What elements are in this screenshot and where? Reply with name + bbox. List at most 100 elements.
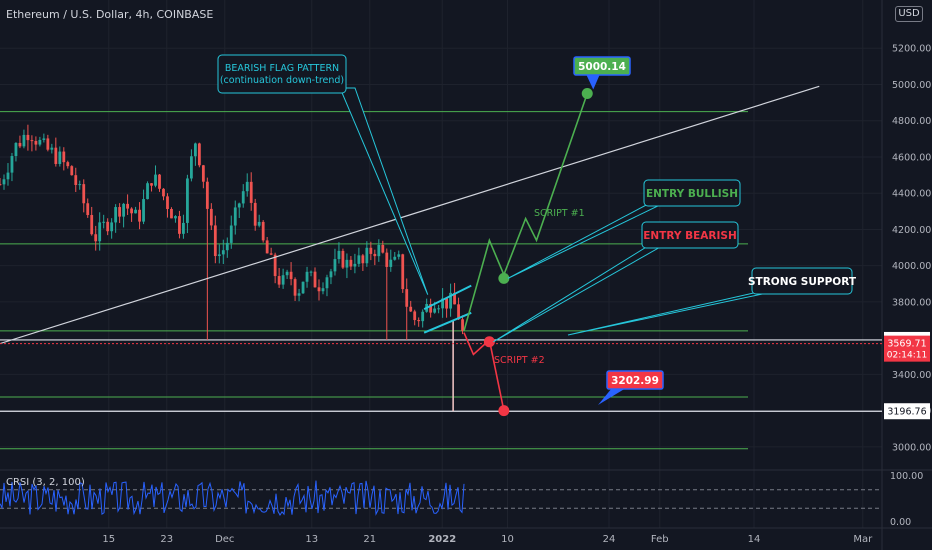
price-tick-label: 3000.00 [892, 442, 931, 453]
candle-body [289, 271, 293, 280]
candle-body [445, 298, 448, 309]
candle-body [197, 143, 201, 166]
candle-body [126, 203, 129, 209]
time-tick-label: 14 [748, 534, 761, 545]
bear-target-callout: 3202.99 [606, 370, 664, 390]
candle-body [293, 279, 297, 296]
candle-body [14, 142, 18, 157]
candle-body [273, 254, 277, 277]
entry-bearish-annotation-box [641, 221, 739, 249]
candle-body [389, 259, 393, 267]
price-axis-panel [882, 0, 932, 550]
entry-bullish-annotation-box [643, 179, 741, 207]
candle-body [337, 250, 341, 260]
time-tick-label: 10 [501, 534, 514, 545]
candle-body [114, 207, 118, 223]
symbol-title: Ethereum / U.S. Dollar, 4h, COINBASE [6, 8, 214, 21]
candle-body [417, 320, 421, 322]
candle-body [130, 208, 133, 214]
candle-body [54, 147, 58, 164]
candle-body [305, 271, 309, 282]
candle-body [46, 138, 50, 150]
candle-body [110, 222, 114, 232]
entry-bearish-annotation: ENTRY BEARISH [641, 221, 739, 249]
candle-body [30, 140, 34, 142]
candle-body [10, 156, 14, 173]
candle-body [170, 208, 173, 219]
candle-body [58, 151, 62, 164]
candle-body [357, 255, 361, 264]
price-tick-label: 4400.00 [892, 189, 931, 200]
candle-body [146, 183, 149, 200]
candle-body [317, 287, 321, 292]
candle-body [397, 254, 401, 257]
candle-body [174, 216, 177, 219]
candle-body [22, 134, 26, 147]
candle-body [457, 304, 460, 320]
price-tick-label: 5200.00 [892, 44, 931, 55]
time-tick-label: 21 [363, 534, 376, 545]
candle-body [78, 184, 82, 186]
time-tick-label: 15 [102, 534, 115, 545]
time-tick-label: 23 [160, 534, 173, 545]
candle-body [333, 259, 337, 272]
price-tick-label: 4000.00 [892, 261, 931, 272]
candle-body [233, 207, 237, 226]
bullish-entry-point [498, 272, 510, 284]
candle-body [421, 311, 425, 322]
bullish-path [463, 93, 589, 332]
candle-body [74, 175, 78, 185]
candle-body [2, 179, 6, 185]
bull-target-callout: 5000.14 [573, 56, 631, 76]
candle-body [373, 253, 377, 257]
flag-annotation: BEARISH FLAG PATTERN(continuation down-t… [217, 54, 347, 94]
candle-body [277, 276, 281, 285]
candle-body [150, 183, 153, 186]
candle-body [26, 134, 30, 141]
time-tick-label: 13 [305, 534, 318, 545]
candle-body [321, 288, 325, 292]
candle-body [377, 244, 381, 257]
candle-body [257, 221, 261, 226]
candle-body [429, 303, 433, 313]
candle-body [449, 292, 452, 309]
currency-button[interactable]: USD [895, 6, 923, 22]
candle-body [249, 181, 253, 203]
candle-body [225, 242, 229, 251]
entry-bullish-annotation-text: ENTRY BULLISH [646, 188, 738, 200]
candle-body [90, 215, 94, 235]
candle-body [353, 263, 357, 267]
candle-body [381, 244, 385, 253]
candle-body [34, 140, 38, 145]
candle-body [178, 216, 181, 234]
indicator-line [0, 480, 465, 516]
candle-body [102, 221, 106, 223]
script-1-label: SCRIPT #1 [534, 208, 585, 219]
bear-callout-tail [598, 388, 626, 405]
candle-body [50, 147, 54, 150]
candle-body [190, 156, 193, 179]
flag-annotation-tail [339, 87, 429, 295]
candle-body [393, 256, 397, 260]
indicator-label: CRSI (3, 2, 100) [6, 477, 85, 488]
candle-body [329, 271, 333, 278]
candle-body [433, 308, 437, 313]
bull-target-callout-text: 5000.14 [578, 61, 626, 73]
candle-body [245, 181, 249, 192]
candle-body [18, 142, 22, 147]
candle-body [401, 254, 405, 290]
indicator-tick-label: 100.00 [890, 471, 923, 482]
candle-body [301, 281, 305, 294]
time-tick-label: 2022 [428, 534, 456, 545]
candle-body [70, 166, 74, 176]
candle-body [253, 202, 257, 226]
candle-body [217, 254, 221, 257]
candle-body [405, 289, 409, 307]
candle-body [345, 259, 349, 268]
candle-body [265, 240, 269, 254]
candle-body [437, 308, 441, 310]
candle-body [261, 221, 265, 241]
flag-channel-line [423, 311, 472, 334]
